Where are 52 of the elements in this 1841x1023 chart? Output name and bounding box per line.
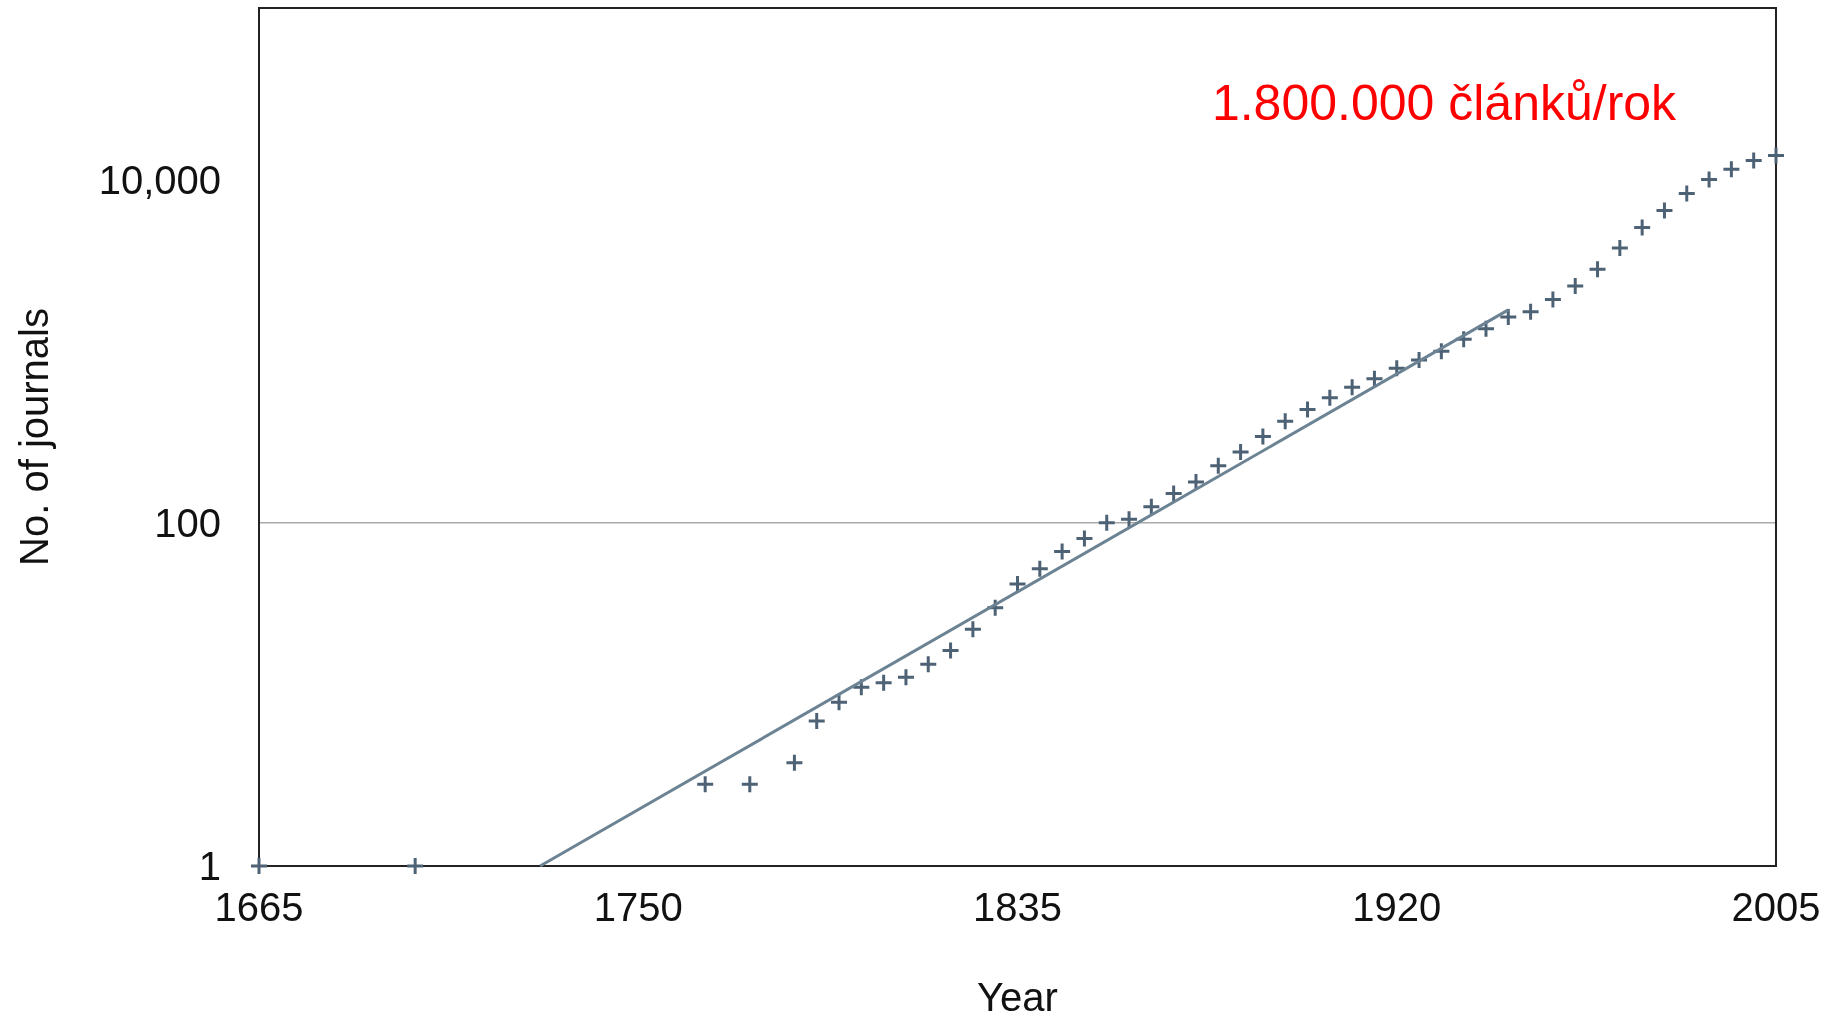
x-tick-label: 1665 <box>214 885 304 929</box>
y-tick-label: 10,000 <box>98 157 221 202</box>
point <box>405 856 425 876</box>
point <box>1253 427 1273 447</box>
point <box>874 673 894 693</box>
point <box>1744 151 1764 171</box>
point <box>1766 146 1786 166</box>
point <box>941 641 961 661</box>
x-axis-title: Year <box>977 975 1058 1019</box>
point <box>1298 400 1318 420</box>
y-axis-title: No. of journals <box>12 308 56 566</box>
point <box>1699 170 1719 190</box>
x-tick-label: 1750 <box>593 885 683 929</box>
point <box>1721 159 1741 179</box>
point <box>1164 484 1184 504</box>
point <box>1521 302 1541 322</box>
point <box>1632 218 1652 238</box>
point <box>740 774 760 794</box>
point <box>896 667 916 687</box>
point <box>1097 513 1117 533</box>
point <box>1119 509 1139 529</box>
point <box>784 753 804 773</box>
point <box>1320 388 1340 408</box>
point <box>918 654 938 674</box>
point <box>1008 574 1027 594</box>
point <box>1677 183 1697 203</box>
point <box>1208 456 1228 476</box>
point <box>1654 201 1674 221</box>
point <box>1364 369 1384 389</box>
point <box>1052 542 1072 562</box>
point <box>1275 411 1295 431</box>
x-tick-label: 2005 <box>1731 885 1821 929</box>
y-tick-label: 1 <box>198 844 221 888</box>
x-tick-label: 1835 <box>973 885 1062 929</box>
point <box>829 692 849 712</box>
point <box>1231 442 1251 462</box>
point <box>1141 497 1161 517</box>
point <box>963 619 983 639</box>
point <box>1342 377 1362 397</box>
point <box>1030 559 1050 579</box>
point <box>695 774 715 794</box>
point <box>1543 290 1563 310</box>
point <box>1610 238 1630 258</box>
point <box>1565 276 1585 296</box>
x-tick-label: 1920 <box>1352 885 1442 929</box>
point <box>1588 259 1608 279</box>
point <box>807 711 827 731</box>
point <box>1074 529 1094 548</box>
annotation: 1.800.000 článků/rok <box>1211 75 1678 131</box>
point <box>1498 307 1518 327</box>
point <box>249 856 269 876</box>
y-tick-label: 100 <box>154 500 221 545</box>
